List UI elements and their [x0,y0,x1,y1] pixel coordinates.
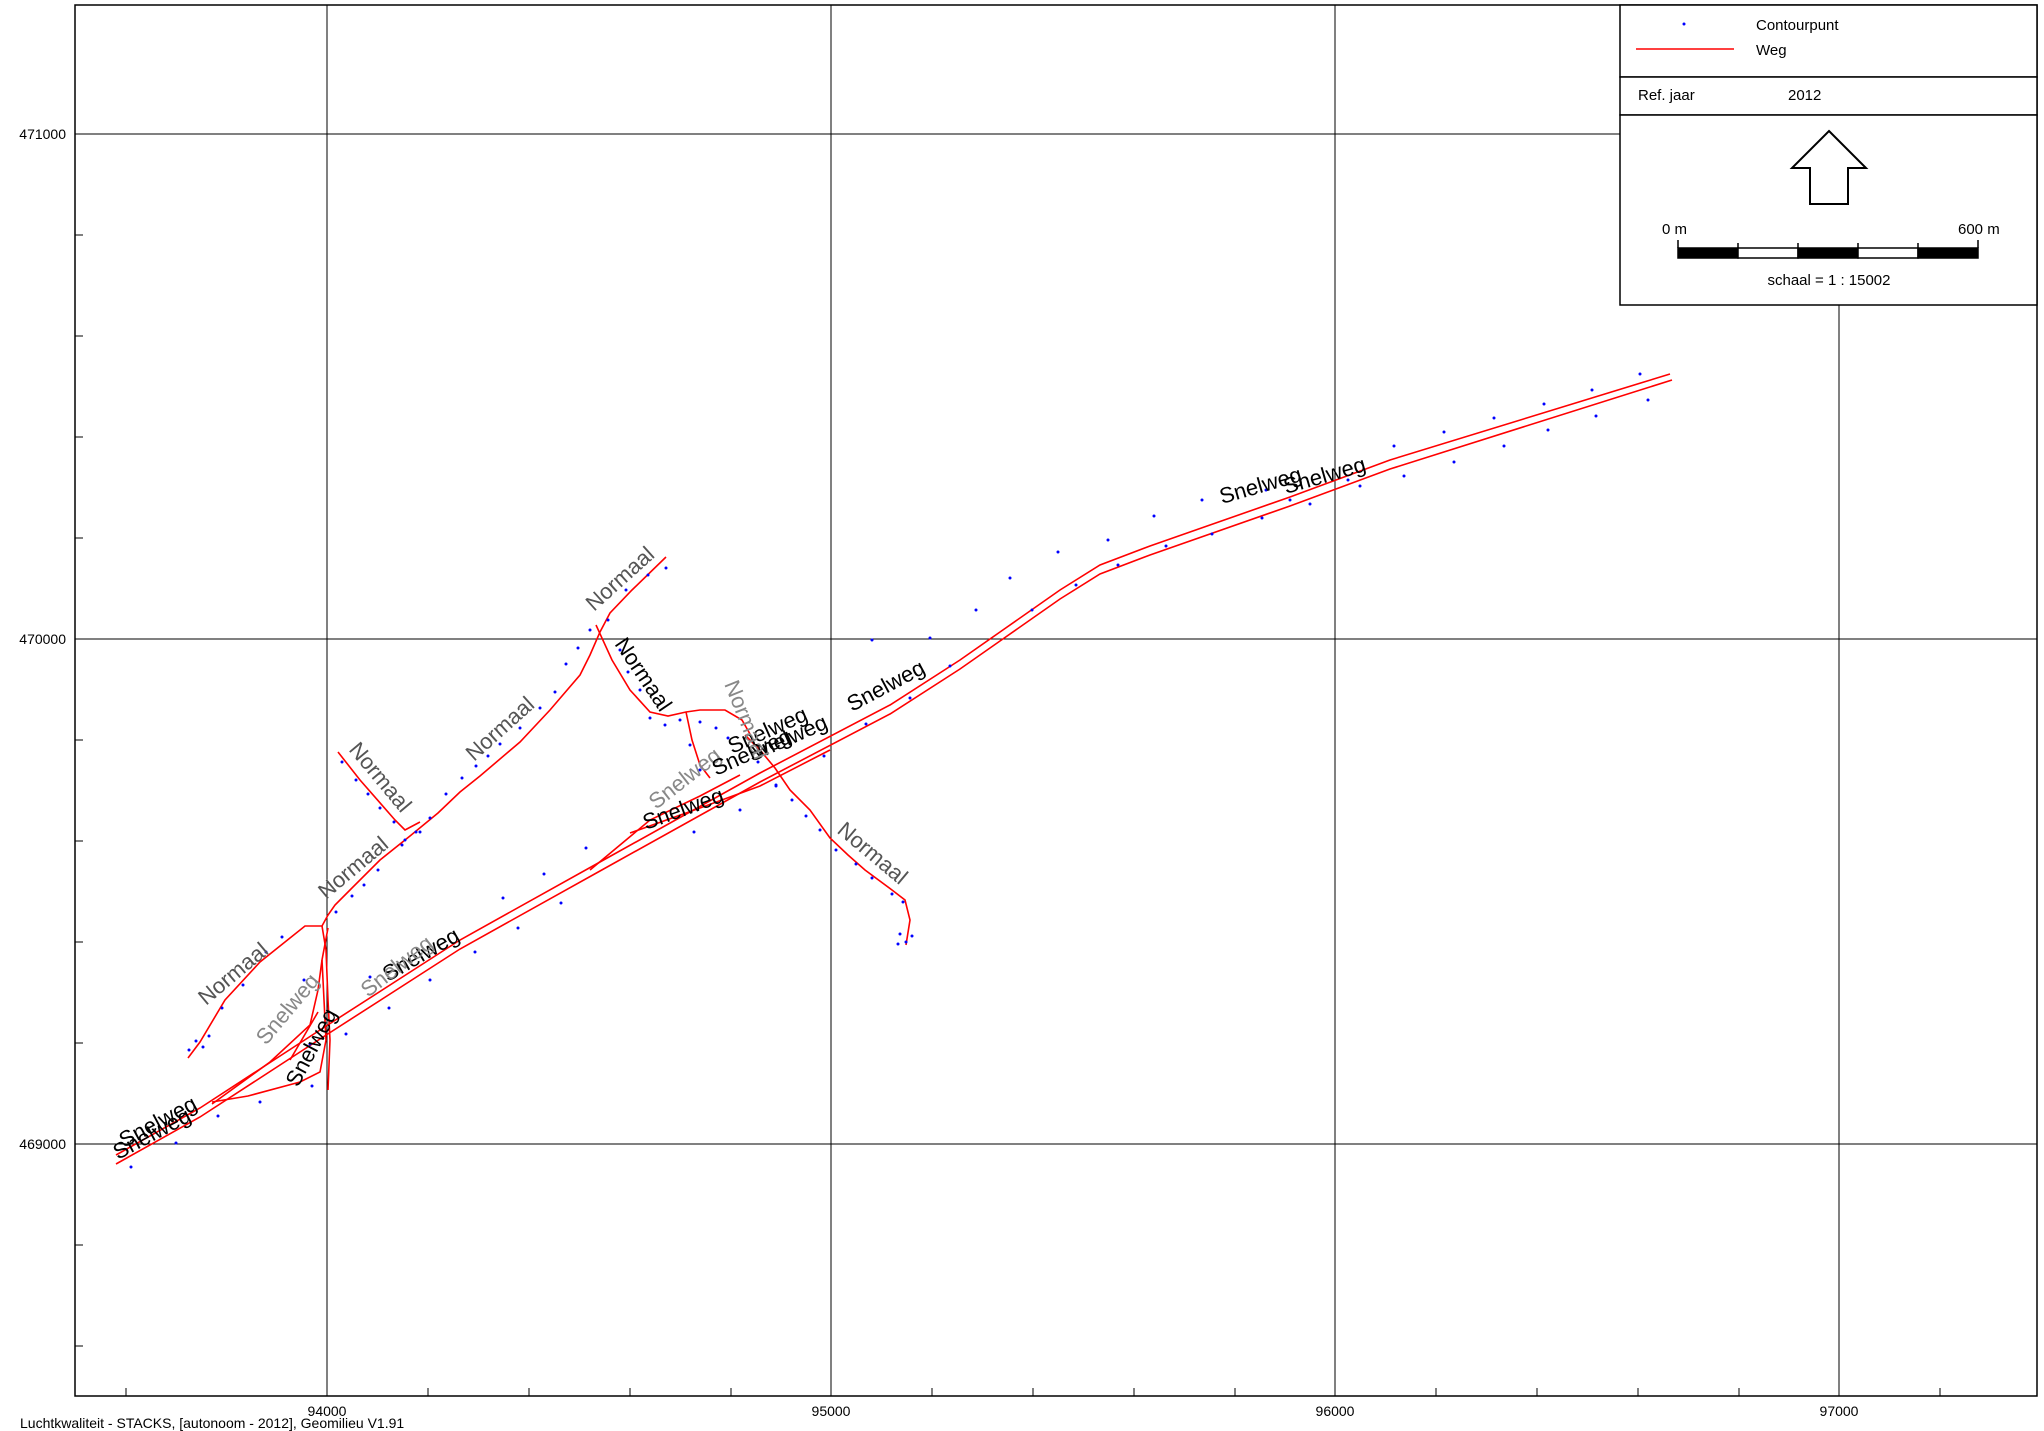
ref-year-label: Ref. jaar [1638,87,1695,104]
normal-road [187,556,667,1059]
y-tick-label: 470000 [19,631,66,647]
ramp-road [211,959,327,1103]
x-tick-label: 95000 [812,1403,851,1419]
normal-road [744,734,911,946]
legend-box [1619,4,2038,78]
x-tick-label: 97000 [1820,1403,1859,1419]
highway-road [115,379,1673,1165]
scale-start-label: 0 m [1662,221,1687,238]
ramp-road [211,927,329,1105]
contour-points [129,372,1650,1169]
grid-lines [75,5,2037,1396]
scale-bar [1677,240,1979,259]
normal-road [321,925,331,1091]
ref-year-value: 2012 [1788,87,1821,104]
normal-road [595,624,751,735]
x-axis-labels: 94000 95000 96000 97000 [308,1403,1859,1419]
road-network [115,373,1673,1165]
ramp-road [589,774,741,871]
y-tick-label: 471000 [19,126,66,142]
y-tick-label: 469000 [19,1136,66,1152]
y-axis-labels: 471000 470000 469000 [19,126,66,1152]
scale-ratio-label: schaal = 1 : 15002 [1767,272,1890,289]
north-arrow-icon [1789,129,1869,205]
contourpunt-symbol [1682,22,1686,26]
x-tick-label: 96000 [1316,1403,1355,1419]
legend-panel: Contourpunt Weg Ref. jaar 2012 0 m 600 m… [1619,4,2038,306]
footer-caption: Luchtkwaliteit - STACKS, [autonoom - 201… [20,1415,405,1431]
ramp-road [629,749,831,834]
ramp-road [289,1011,319,1061]
axis-ticks [75,234,1941,1396]
scale-end-label: 600 m [1958,221,2000,238]
legend-label-contourpunt: Contourpunt [1756,17,1839,34]
x-tick-label: 94000 [308,1403,347,1419]
legend-label-weg: Weg [1756,42,1787,59]
normal-road [685,711,711,779]
normal-road [337,751,421,831]
highway-road [115,373,1671,1156]
ref-year-box [1619,76,2038,116]
